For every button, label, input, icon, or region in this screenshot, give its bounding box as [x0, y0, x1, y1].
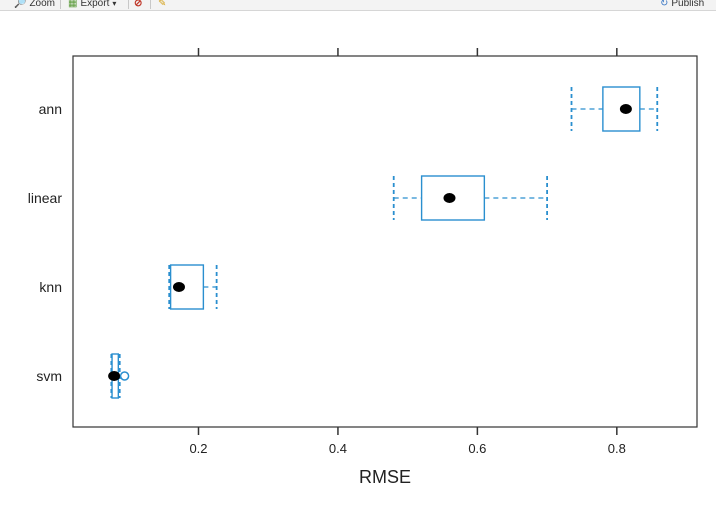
remove-icon: ⊘: [134, 0, 143, 9]
iqr-box: [169, 264, 205, 310]
median-point: [443, 193, 456, 203]
clear-plots-button[interactable]: ✎: [158, 0, 166, 10]
remove-plot-button[interactable]: ⊘: [134, 0, 142, 10]
export-label: Export: [80, 0, 110, 9]
publish-icon: ↻: [660, 0, 669, 9]
export-button[interactable]: ▦ Export ▾: [68, 0, 116, 10]
median-point: [172, 282, 185, 292]
boxplot-chart: 0.2 0.4 0.6 0.8 RMSE ann linear knn svm: [28, 48, 698, 487]
zoom-label: Zoom: [29, 0, 56, 9]
x-tick-label: 0.4: [329, 441, 347, 456]
x-tick-label: 0.6: [468, 441, 486, 456]
toolbar-divider: [150, 0, 151, 9]
category-label: ann: [39, 101, 62, 117]
outlier-point: [119, 371, 130, 381]
x-axis-title: RMSE: [359, 467, 411, 487]
category-label: knn: [39, 279, 62, 295]
iqr-box: [602, 86, 641, 132]
publish-button[interactable]: ↻ Publish: [660, 0, 704, 10]
plot-viewer: 0.2 0.4 0.6 0.8 RMSE ann linear knn svm: [0, 11, 716, 508]
category-label: linear: [28, 190, 63, 206]
broom-icon: ✎: [158, 0, 167, 9]
median-point: [619, 104, 632, 114]
chevron-down-icon: ▾: [112, 0, 117, 8]
median-point: [108, 371, 121, 381]
export-icon: ▦: [68, 0, 78, 9]
iqr-box: [420, 175, 486, 221]
plot-frame: [72, 55, 698, 428]
zoom-button[interactable]: 🔎 Zoom: [14, 0, 55, 10]
x-tick-label: 0.8: [608, 441, 626, 456]
toolbar-divider: [60, 0, 61, 9]
publish-label: Publish: [671, 0, 705, 9]
zoom-icon: 🔎: [14, 0, 27, 9]
toolbar-divider: [128, 0, 129, 9]
category-label: svm: [36, 368, 62, 384]
x-tick-label: 0.2: [189, 441, 207, 456]
plot-toolbar: 🔎 Zoom ▦ Export ▾ ⊘ ✎ ↻ Publish: [0, 0, 716, 11]
